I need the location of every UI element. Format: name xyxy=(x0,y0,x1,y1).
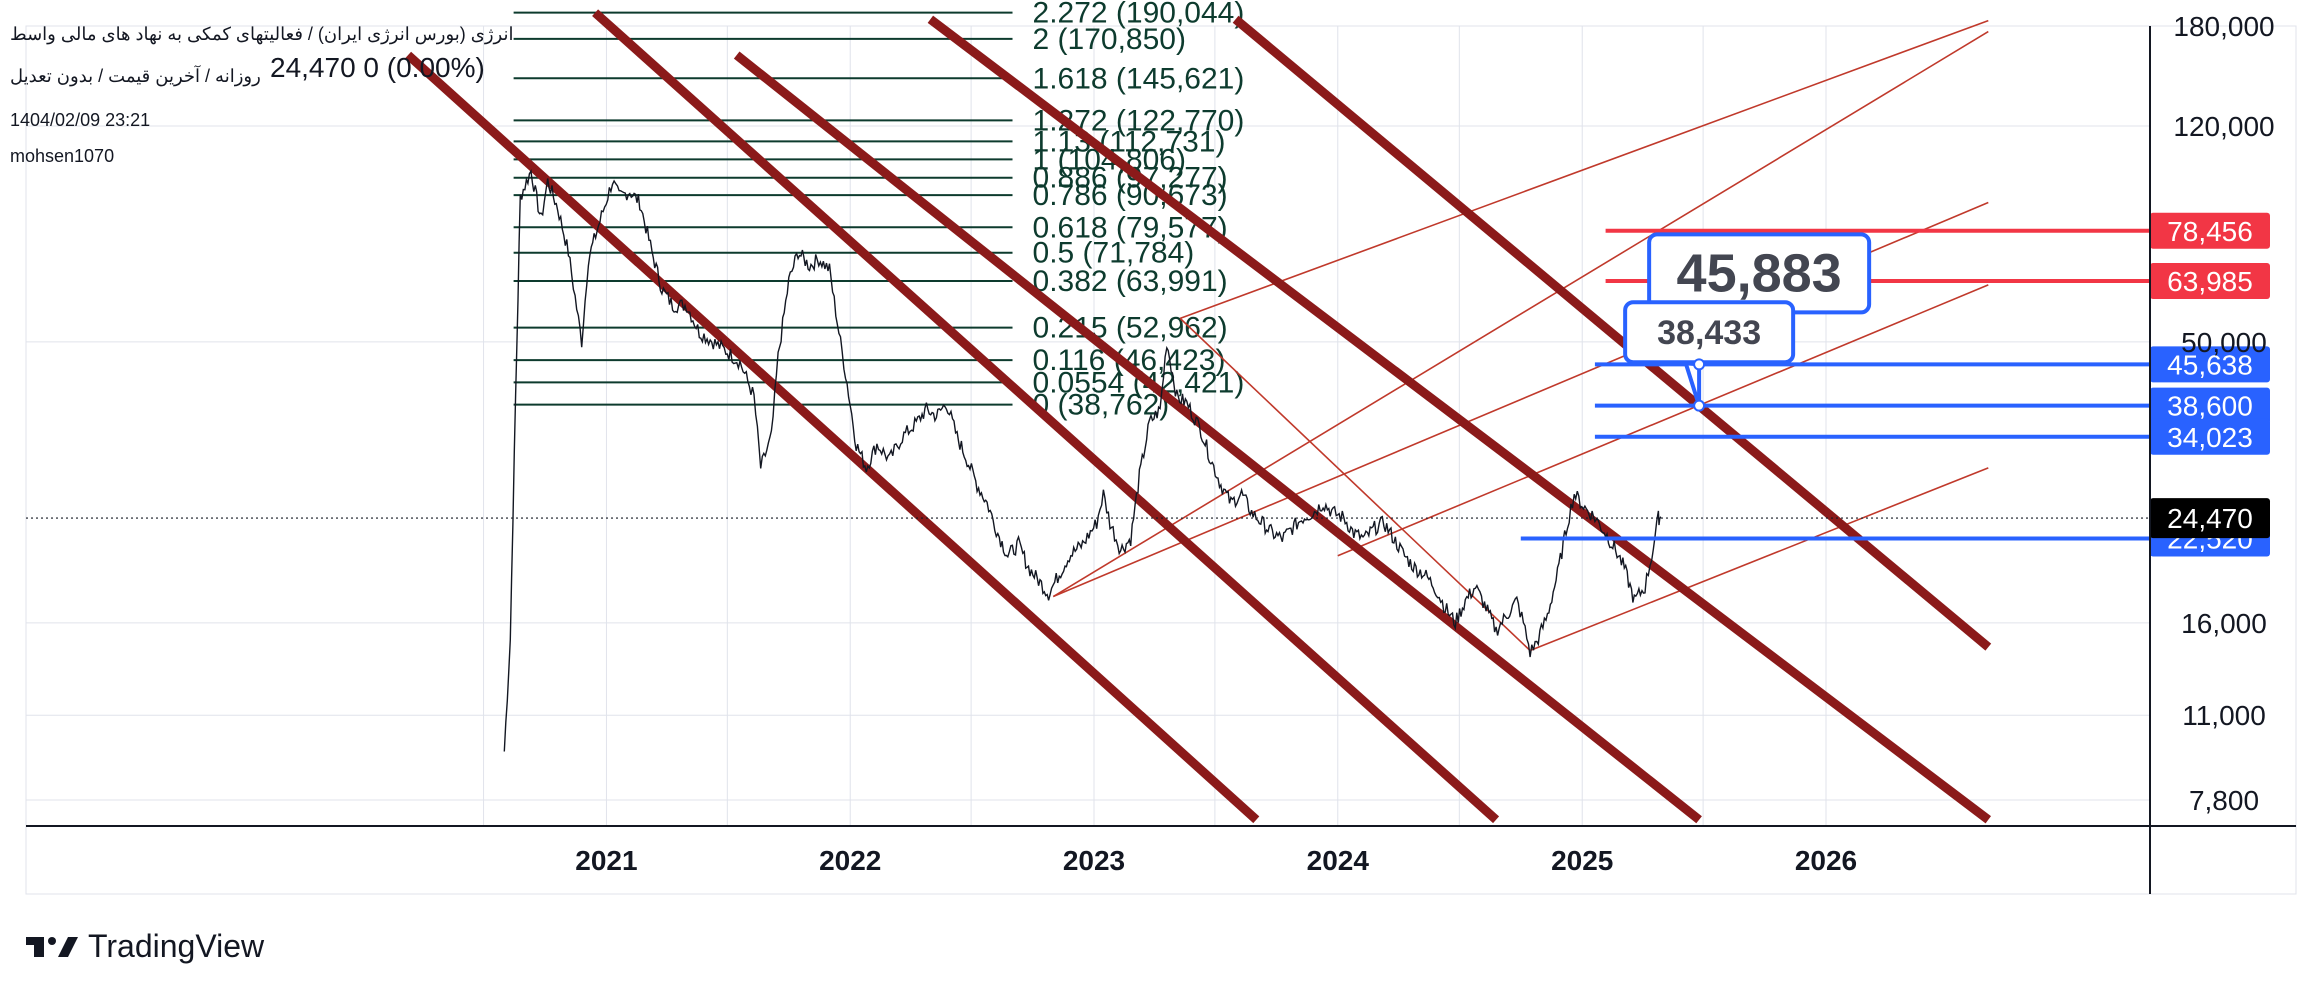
price-line xyxy=(503,168,1662,752)
y-tick-label: 120,000 xyxy=(2173,111,2274,142)
descending-channel[interactable] xyxy=(405,9,1992,824)
symbol-title: انرژی (بورس انرژی ایران) / فعالیتهای کمک… xyxy=(10,24,514,44)
fib-level-label: 0.382 (63,991) xyxy=(1033,265,1228,298)
channel-line xyxy=(927,15,1992,824)
level-price-label: 78,456 xyxy=(2167,216,2253,247)
level-price-tag xyxy=(2150,418,2270,455)
fib-level-label: 1.618 (145,621) xyxy=(1033,62,1245,95)
axes: 180,000 120,000 50,000 16,000 11,000 7,800 202… xyxy=(26,11,2296,894)
price-series xyxy=(26,168,2150,752)
last-price-label: 24,470 xyxy=(2167,503,2253,534)
timestamp: 1404/02/09 23:21 xyxy=(10,110,151,130)
level-price-label: 34,023 xyxy=(2167,422,2253,453)
callout-box xyxy=(1623,300,1796,365)
channel-line xyxy=(405,51,1260,824)
x-tick-label: 2024 xyxy=(1307,845,1370,876)
brand-name: TradingView xyxy=(88,928,265,964)
level-price-tag xyxy=(2150,263,2270,300)
thin-trend-line xyxy=(1179,317,1531,652)
x-tick-label: 2023 xyxy=(1063,845,1125,876)
author: mohsen1070 xyxy=(10,146,115,166)
chart-area xyxy=(25,25,2297,895)
thin-trend-line xyxy=(1529,467,1989,652)
tradingview-logo-icon xyxy=(26,936,78,957)
last-value-readout: 24,470 0 (0.00%) xyxy=(270,52,485,84)
y-tick-label: 11,000 xyxy=(2182,700,2266,731)
level-price-tag xyxy=(2150,212,2270,249)
thin-trend-line xyxy=(1052,30,1989,598)
callout-anchor xyxy=(1693,399,1706,412)
channel-line xyxy=(1232,15,1992,651)
callout-label: 38,433 xyxy=(1657,314,1761,352)
fib-level-label: 2 (170,850) xyxy=(1033,23,1186,56)
y-tick-label: 180,000 xyxy=(2173,11,2274,42)
level-price-label: 38,600 xyxy=(2167,391,2253,422)
thin-trend-line xyxy=(1337,284,1989,557)
callout-anchor xyxy=(1693,358,1706,371)
channel-line xyxy=(592,9,1500,824)
tradingview-brand[interactable]: TradingView xyxy=(26,928,264,965)
level-price-tag xyxy=(2150,387,2270,424)
last-value: 24,470 xyxy=(270,52,356,83)
thin-trend-line xyxy=(1179,19,1989,320)
channel-line xyxy=(733,51,1702,824)
x-tick-label: 2022 xyxy=(819,845,881,876)
thin-trend-lines[interactable] xyxy=(1052,19,1989,652)
y-tick-label: 16,000 xyxy=(2181,608,2267,639)
x-tick-label: 2025 xyxy=(1551,845,1613,876)
symbol-subtitle: روزانه / آخرین قیمت / بدون تعدیل xyxy=(10,66,261,86)
fib-level-label: 0.786 (90,673) xyxy=(1033,179,1228,212)
level-price-label: 63,985 xyxy=(2167,266,2253,297)
fib-level-label: 0.5 (71,784) xyxy=(1033,237,1195,270)
price-callouts[interactable]: 45,883 38,433 xyxy=(1623,232,1872,412)
horizontal-levels[interactable]: 78,45663,98545,63838,60034,02322,52024,4… xyxy=(1520,212,2270,557)
y-tick-label: 50,000 xyxy=(2181,327,2267,358)
fib-level-label: 0 (38,762) xyxy=(1033,389,1170,422)
y-tick-label: 7,800 xyxy=(2189,785,2259,816)
x-tick-label: 2021 xyxy=(575,845,637,876)
callout-label: 45,883 xyxy=(1677,243,1842,303)
level-price-label: 45,638 xyxy=(2167,349,2253,380)
level-price-tag xyxy=(2150,346,2270,383)
change-value: 0 (0.00%) xyxy=(363,52,485,83)
fib-level-label: 2.272 (190,044) xyxy=(1033,0,1245,30)
last-price-tag xyxy=(2150,498,2270,539)
fib-level-label: 1.13 (112,731) xyxy=(1033,125,1226,158)
x-tick-label: 2026 xyxy=(1795,845,1857,876)
